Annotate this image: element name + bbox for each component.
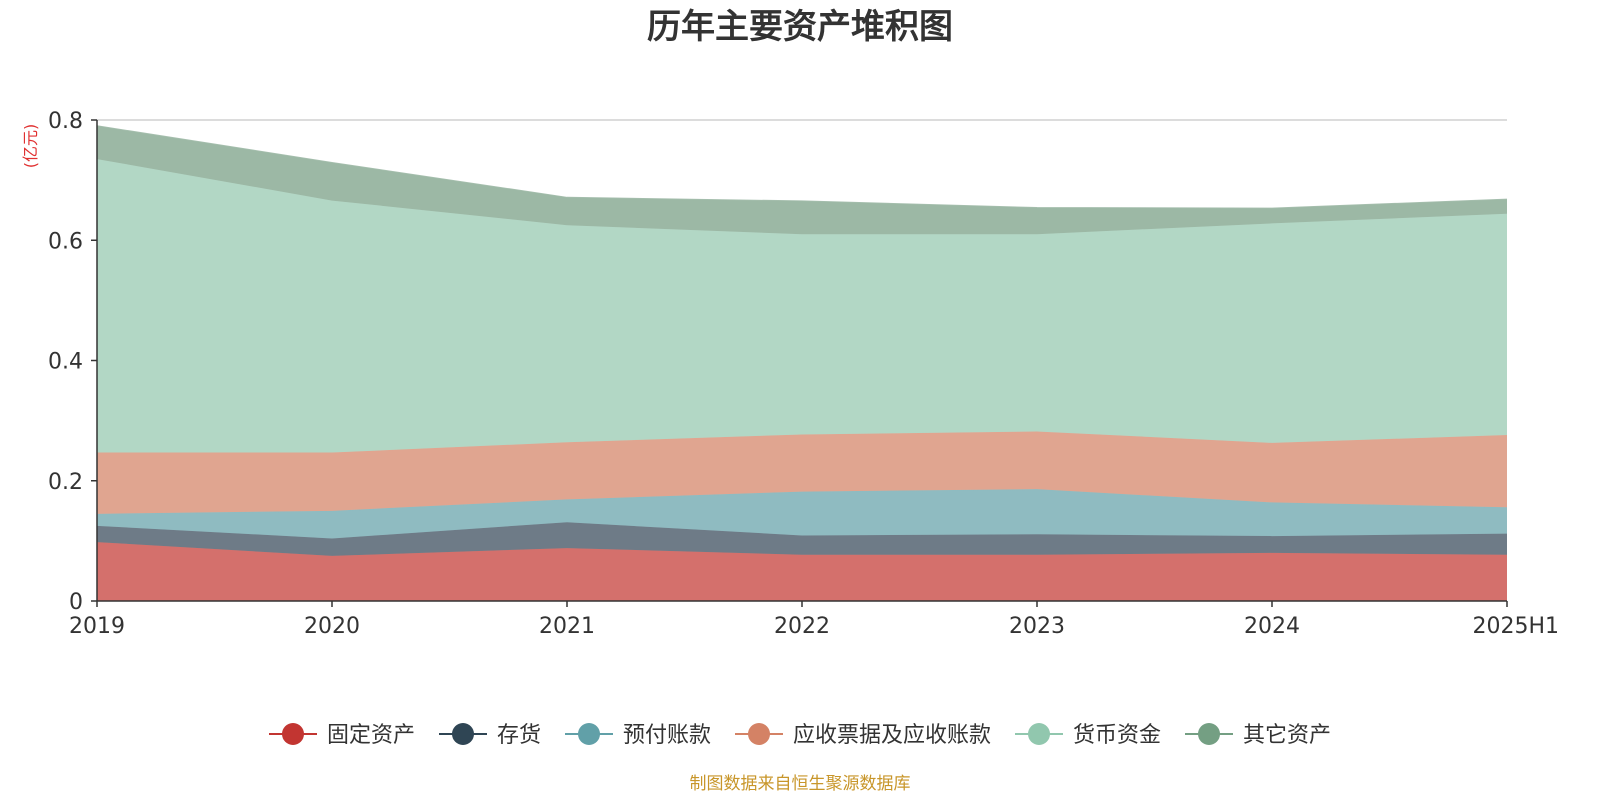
x-tick-label-3: 2022	[774, 614, 830, 639]
area-series-4[interactable]	[97, 159, 1507, 453]
legend-marker-1	[452, 723, 474, 745]
y-tick-label-4: 0.8	[48, 109, 83, 134]
x-tick-label-5: 2024	[1244, 614, 1300, 639]
x-tick-label-2: 2021	[539, 614, 595, 639]
legend-label-4: 货币资金	[1073, 723, 1161, 748]
area-series-line-5	[96, 125, 1508, 210]
legend[interactable]: 固定资产 存货 预付账款 应收票据及应收账款 货币资金 其它资产	[269, 723, 1331, 748]
area-series-5[interactable]	[97, 126, 1507, 235]
y-tick-label-0: 0	[69, 590, 83, 615]
axes: 0 0.2 0.4 0.6 0.8 2019 2020 2021 2022 2023 2024 202…	[48, 109, 1559, 639]
x-tick-label-4: 2023	[1009, 614, 1065, 639]
area-series-2[interactable]	[97, 489, 1507, 539]
y-axis-unit: (亿元)	[21, 124, 40, 169]
legend-item-0[interactable]: 固定资产	[269, 723, 415, 748]
legend-label-5: 其它资产	[1243, 723, 1331, 748]
legend-item-2[interactable]: 预付账款	[565, 723, 711, 748]
x-tick-label-6: 2025H1	[1472, 614, 1559, 639]
legend-label-2: 预付账款	[623, 723, 711, 748]
x-tick-label-1: 2020	[304, 614, 360, 639]
chart-title: 历年主要资产堆积图	[647, 7, 953, 47]
legend-item-1[interactable]: 存货	[439, 723, 541, 748]
legend-marker-2	[578, 723, 600, 745]
legend-label-3: 应收票据及应收账款	[793, 723, 991, 748]
area-series-group	[96, 125, 1508, 601]
y-tick-label-2: 0.4	[48, 350, 83, 375]
legend-marker-5	[1198, 723, 1220, 745]
legend-label-0: 固定资产	[327, 723, 415, 748]
x-tick-label-0: 2019	[69, 614, 125, 639]
legend-marker-3	[748, 723, 770, 745]
legend-item-4[interactable]: 货币资金	[1015, 723, 1161, 748]
legend-marker-0	[282, 723, 304, 745]
legend-marker-4	[1028, 723, 1050, 745]
area-series-0[interactable]	[97, 542, 1507, 601]
legend-label-1: 存货	[497, 723, 541, 748]
area-series-3[interactable]	[97, 431, 1507, 514]
data-source-note: 制图数据来自恒生聚源数据库	[690, 774, 911, 794]
y-tick-label-1: 0.2	[48, 470, 83, 495]
legend-item-5[interactable]: 其它资产	[1185, 723, 1331, 748]
y-tick-label-3: 0.6	[48, 229, 83, 254]
legend-item-3[interactable]: 应收票据及应收账款	[735, 723, 991, 748]
